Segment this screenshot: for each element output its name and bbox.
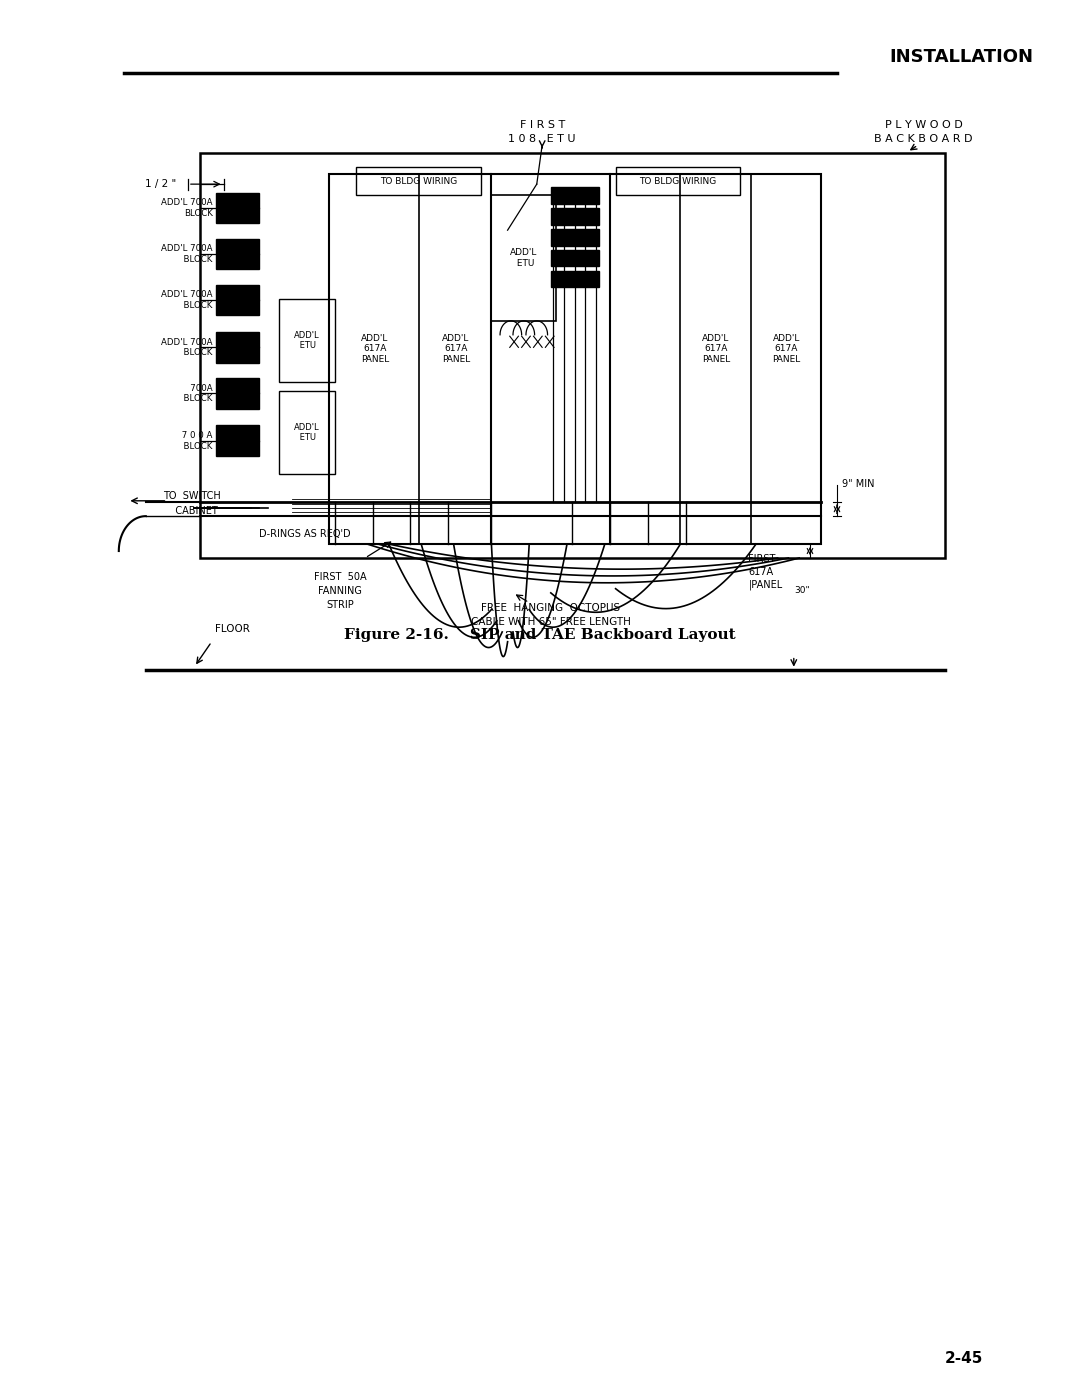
Bar [356, 167, 481, 195]
Bar [279, 299, 335, 382]
Text: FLOOR: FLOOR [215, 624, 249, 633]
Text: ADD'L
617A
PANEL: ADD'L 617A PANEL [772, 333, 800, 364]
Bar [551, 208, 599, 225]
Bar [551, 250, 599, 266]
Text: FREE  HANGING  OCTOPUS: FREE HANGING OCTOPUS [482, 603, 620, 612]
Text: ADD'L
 ETU: ADD'L ETU [294, 423, 320, 442]
Bar [216, 425, 259, 456]
Text: 1 0 8   E T U: 1 0 8 E T U [509, 134, 576, 144]
Bar [216, 193, 259, 223]
Text: STRIP: STRIP [326, 600, 354, 610]
Text: D-RINGS AS REQ'D: D-RINGS AS REQ'D [259, 529, 350, 540]
Bar [216, 239, 259, 269]
Text: 9" MIN: 9" MIN [842, 478, 875, 490]
Bar [491, 195, 556, 321]
Bar [200, 153, 945, 558]
Text: 617A: 617A [748, 566, 773, 578]
Bar [216, 378, 259, 409]
Bar [551, 187, 599, 204]
Text: ADD'L 700A
  BLOCK: ADD'L 700A BLOCK [161, 338, 213, 357]
Text: ADD'L
 ETU: ADD'L ETU [294, 331, 320, 350]
Text: ADD'L 700A
  BLOCK: ADD'L 700A BLOCK [161, 244, 213, 264]
Text: TO  SWITCH: TO SWITCH [163, 491, 221, 501]
Text: ADD'L
617A
PANEL: ADD'L 617A PANEL [361, 333, 389, 364]
Text: |PANEL: |PANEL [748, 579, 783, 590]
Bar [551, 229, 599, 246]
Text: FIRST  50A: FIRST 50A [314, 572, 366, 582]
Bar [216, 285, 259, 315]
Text: CABLE WITH 65" FREE LENGTH: CABLE WITH 65" FREE LENGTH [471, 617, 631, 626]
Text: ADD'L 700A
BLOCK: ADD'L 700A BLOCK [161, 198, 213, 218]
Text: B A C K B O A R D: B A C K B O A R D [874, 134, 973, 144]
Bar [329, 174, 821, 544]
Text: 7 0 0 A
  BLOCK: 7 0 0 A BLOCK [178, 431, 213, 451]
Text: F I R S T: F I R S T [519, 120, 565, 130]
Text: ADD'L 700A
  BLOCK: ADD'L 700A BLOCK [161, 290, 213, 310]
Bar [279, 391, 335, 474]
Text: FIRST: FIRST [748, 554, 775, 565]
Text: TO BLDG WIRING: TO BLDG WIRING [639, 177, 716, 186]
Text: FANNING: FANNING [319, 586, 362, 596]
Bar [551, 271, 599, 287]
Text: INSTALLATION: INSTALLATION [889, 47, 1034, 66]
Text: TO BLDG WIRING: TO BLDG WIRING [380, 177, 457, 186]
Bar [216, 332, 259, 363]
Text: 30": 30" [794, 586, 809, 594]
Text: CABINET: CABINET [166, 506, 218, 516]
Text: ADD'L
 ETU: ADD'L ETU [510, 248, 538, 268]
Bar [616, 167, 740, 195]
Text: Figure 2-16.    SIP and TAE Backboard Layout: Figure 2-16. SIP and TAE Backboard Layou… [345, 628, 735, 642]
Text: P L Y W O O D: P L Y W O O D [885, 120, 962, 130]
Text: ADD'L
617A
PANEL: ADD'L 617A PANEL [702, 333, 730, 364]
Text: ADD'L
617A
PANEL: ADD'L 617A PANEL [442, 333, 470, 364]
Text: 700A
  BLOCK: 700A BLOCK [178, 384, 213, 403]
Text: 1 / 2 ": 1 / 2 " [145, 179, 176, 190]
Text: 2-45: 2-45 [944, 1352, 983, 1366]
